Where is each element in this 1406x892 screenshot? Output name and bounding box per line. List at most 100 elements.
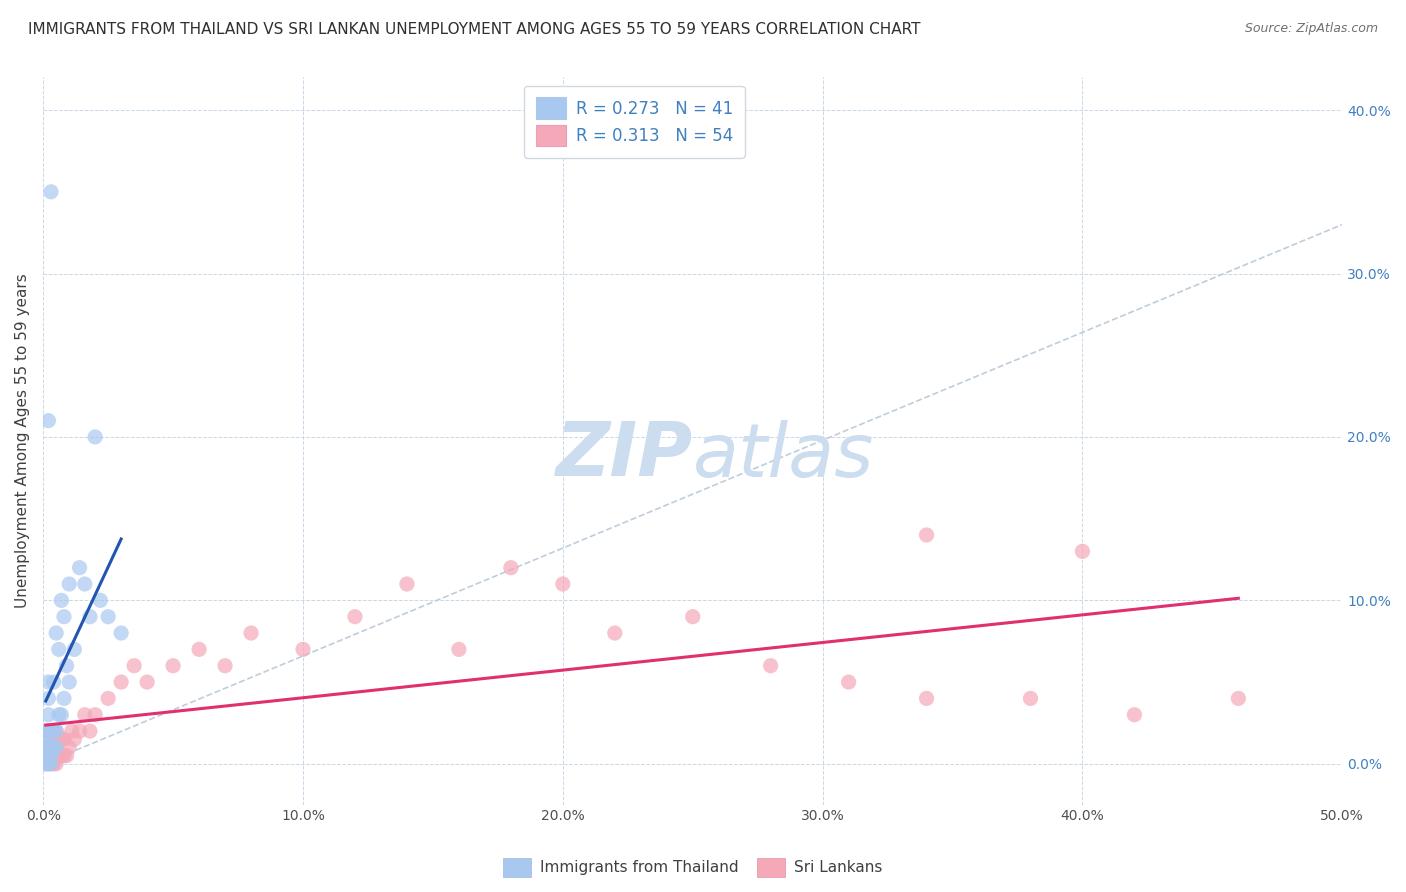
Point [39, 185, 62, 199]
Point [838, 675, 860, 690]
Point [42, 724, 65, 739]
Point [35, 756, 58, 771]
Point [48, 707, 70, 722]
Point [45, 724, 67, 739]
Point [37, 707, 59, 722]
Point [51, 748, 73, 763]
Point [603, 626, 626, 640]
Point [45, 740, 67, 755]
Point [292, 642, 315, 657]
Point [69, 560, 91, 574]
Point [37, 724, 59, 739]
Point [39, 740, 62, 755]
Text: Source: ZipAtlas.com: Source: ZipAtlas.com [1244, 22, 1378, 36]
Text: atlas: atlas [693, 419, 875, 491]
Point [51, 707, 73, 722]
Point [42, 740, 65, 755]
Point [37, 756, 59, 771]
Point [551, 577, 574, 591]
Point [1123, 707, 1146, 722]
Point [45, 740, 67, 755]
Point [39, 756, 62, 771]
Point [39, 732, 62, 747]
Point [162, 658, 184, 673]
Point [63, 732, 86, 747]
Point [240, 626, 263, 640]
Point [42, 724, 65, 739]
Point [136, 675, 159, 690]
Point [110, 626, 132, 640]
Point [35, 724, 58, 739]
Point [37, 691, 59, 706]
Point [51, 593, 73, 607]
Point [45, 724, 67, 739]
Point [499, 560, 522, 574]
Point [58, 577, 80, 591]
Point [37, 740, 59, 755]
Y-axis label: Unemployment Among Ages 55 to 59 years: Unemployment Among Ages 55 to 59 years [15, 274, 30, 608]
Point [110, 675, 132, 690]
Point [37, 740, 59, 755]
Point [35, 756, 58, 771]
Point [39, 756, 62, 771]
Point [53, 732, 76, 747]
Point [58, 740, 80, 755]
Point [84, 430, 107, 444]
Point [35, 724, 58, 739]
Text: ZIP: ZIP [555, 419, 693, 492]
Point [97, 609, 120, 624]
Point [37, 414, 59, 428]
Point [53, 748, 76, 763]
Point [48, 748, 70, 763]
Point [39, 748, 62, 763]
Point [48, 642, 70, 657]
Point [39, 724, 62, 739]
Point [69, 724, 91, 739]
Point [42, 740, 65, 755]
Point [97, 691, 120, 706]
Point [35, 740, 58, 755]
Point [45, 756, 67, 771]
Point [42, 675, 65, 690]
Point [35, 748, 58, 763]
Point [73, 577, 96, 591]
Point [37, 748, 59, 763]
Point [682, 609, 704, 624]
Point [35, 732, 58, 747]
Point [35, 740, 58, 755]
Point [1071, 544, 1094, 558]
Point [39, 748, 62, 763]
Point [122, 658, 145, 673]
Point [915, 691, 938, 706]
Point [60, 724, 83, 739]
Point [84, 707, 107, 722]
Point [55, 748, 77, 763]
Point [915, 528, 938, 542]
Point [759, 658, 782, 673]
Point [45, 626, 67, 640]
Point [214, 658, 236, 673]
Point [42, 756, 65, 771]
Point [188, 642, 211, 657]
Point [51, 732, 73, 747]
Point [89, 593, 111, 607]
Point [58, 675, 80, 690]
Legend: Immigrants from Thailand, Sri Lankans: Immigrants from Thailand, Sri Lankans [496, 850, 890, 884]
Point [37, 675, 59, 690]
Point [37, 724, 59, 739]
Point [48, 732, 70, 747]
Point [63, 642, 86, 657]
Point [53, 691, 76, 706]
Point [37, 748, 59, 763]
Point [343, 609, 366, 624]
Point [1227, 691, 1250, 706]
Point [37, 756, 59, 771]
Point [447, 642, 470, 657]
Text: IMMIGRANTS FROM THAILAND VS SRI LANKAN UNEMPLOYMENT AMONG AGES 55 TO 59 YEARS CO: IMMIGRANTS FROM THAILAND VS SRI LANKAN U… [28, 22, 921, 37]
Point [55, 658, 77, 673]
Point [1019, 691, 1042, 706]
Point [79, 724, 101, 739]
Point [395, 577, 418, 591]
Point [79, 609, 101, 624]
Point [53, 609, 76, 624]
